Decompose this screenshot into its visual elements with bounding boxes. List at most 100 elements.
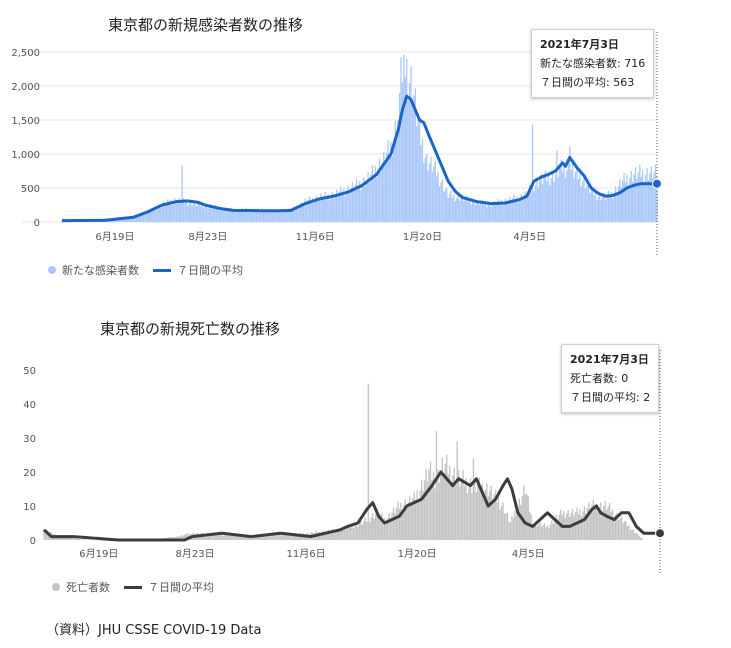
deaths-bar <box>531 526 534 540</box>
deaths-bar <box>216 534 218 540</box>
cases-bar <box>334 194 336 222</box>
deaths-bar <box>255 537 257 540</box>
cases-bar <box>180 203 182 222</box>
deaths-bar <box>169 536 171 540</box>
cases-bar <box>519 198 521 222</box>
deaths-bar <box>588 502 590 540</box>
cases-bar <box>587 182 589 222</box>
deaths-bar <box>552 523 555 540</box>
cases-bar <box>391 156 394 222</box>
cases-bar <box>132 217 135 222</box>
cases-bar <box>118 219 120 222</box>
deaths-bar <box>606 509 608 540</box>
deaths-bar <box>474 478 476 540</box>
deaths-legend[interactable]: 死亡者数 ７日間の平均 <box>52 579 214 595</box>
deaths-bar <box>443 473 445 540</box>
cases-bar <box>323 195 325 222</box>
deaths-bar <box>388 512 390 540</box>
cases-bar <box>253 208 255 222</box>
deaths-bar <box>574 511 577 540</box>
cases-bar <box>547 174 549 222</box>
deaths-bar <box>629 529 632 540</box>
cases-bar <box>490 206 492 222</box>
deaths-bar <box>635 533 637 540</box>
deaths-bar <box>555 515 558 540</box>
deaths-bar <box>203 534 205 540</box>
deaths-bar <box>551 520 553 540</box>
deaths-bar <box>369 521 371 540</box>
cases-bar <box>231 211 233 222</box>
cases-bar <box>597 197 599 222</box>
cases-bar <box>579 173 581 222</box>
cases-bar <box>204 206 206 222</box>
deaths-bar <box>207 534 210 540</box>
cases-bar <box>580 186 582 222</box>
cases-line-legend-label: ７日間の平均 <box>177 264 243 277</box>
cases-x-tick-label: 11月6日 <box>296 231 335 243</box>
deaths-bar <box>503 513 506 540</box>
cases-y-tick-label: 1,500 <box>11 116 40 127</box>
deaths-bar <box>389 517 392 540</box>
cases-bar <box>520 194 522 222</box>
cases-bar <box>627 185 630 222</box>
deaths-bar <box>622 523 624 540</box>
deaths-y-tick-label: 10 <box>23 502 36 513</box>
deaths-bar <box>321 532 324 540</box>
cases-bar <box>278 211 281 222</box>
deaths-bar <box>415 499 417 540</box>
cases-bar <box>244 209 246 222</box>
cases-bar <box>620 187 622 222</box>
deaths-bar <box>354 525 356 540</box>
deaths-bar <box>591 504 593 540</box>
cases-bar <box>363 177 365 222</box>
deaths-bar <box>457 469 460 540</box>
cases-bar <box>574 171 577 222</box>
cases-bar <box>531 124 534 222</box>
cases-bar <box>463 201 465 222</box>
cases-bar <box>623 173 625 222</box>
deaths-bar <box>431 479 433 540</box>
cases-bar <box>573 177 575 222</box>
deaths-bar <box>383 518 386 540</box>
cases-bar <box>446 187 448 222</box>
cases-bar <box>285 211 288 222</box>
cases-bar <box>526 197 528 222</box>
cases-bar <box>358 181 361 222</box>
deaths-bar <box>493 494 495 540</box>
cases-bar <box>137 215 139 222</box>
cases-bar <box>612 198 614 222</box>
deaths-bar <box>221 534 223 540</box>
cases-bar <box>448 194 451 222</box>
cases-bar <box>307 200 309 222</box>
deaths-bar <box>420 479 423 540</box>
cases-bar <box>606 195 608 222</box>
deaths-bar <box>226 535 229 540</box>
deaths-bar <box>210 535 212 540</box>
cases-bar <box>610 192 612 222</box>
cases-bar <box>112 220 115 222</box>
deaths-bar <box>228 535 230 540</box>
cases-bar <box>527 191 529 222</box>
cases-bar <box>124 219 126 222</box>
cases-bar <box>653 171 655 222</box>
deaths-bar <box>527 495 529 540</box>
cases-bar <box>294 208 296 222</box>
deaths-bar <box>404 499 406 540</box>
cases-bar <box>200 206 202 222</box>
cases-bar <box>376 177 378 222</box>
deaths-bar <box>232 535 235 540</box>
deaths-bar <box>492 499 494 540</box>
deaths-bar <box>75 538 78 540</box>
cases-bar <box>378 158 381 222</box>
cases-line-legend-swatch <box>153 268 171 272</box>
deaths-x-tick-label: 6月19日 <box>79 548 118 560</box>
cases-bar <box>447 197 449 222</box>
deaths-bar <box>523 485 525 540</box>
cases-bar <box>646 168 648 222</box>
cases-bar <box>165 202 168 222</box>
deaths-bar <box>329 531 331 540</box>
cases-legend[interactable]: 新たな感染者数 ７日間の平均 <box>48 262 243 278</box>
cases-bar <box>271 210 273 222</box>
cases-bar <box>275 210 278 222</box>
deaths-bar <box>580 516 583 540</box>
